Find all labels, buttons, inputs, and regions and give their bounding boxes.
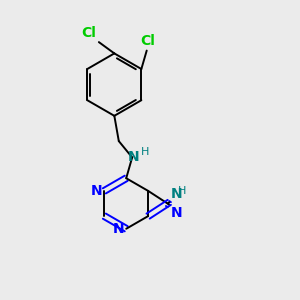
Text: Cl: Cl	[140, 34, 155, 48]
Text: N: N	[171, 206, 182, 220]
Text: N: N	[91, 184, 103, 198]
Text: N: N	[113, 222, 125, 236]
Text: N: N	[128, 150, 140, 164]
Text: N: N	[171, 187, 182, 201]
Text: Cl: Cl	[82, 26, 97, 40]
Text: H: H	[140, 147, 149, 157]
Text: H: H	[178, 186, 187, 196]
